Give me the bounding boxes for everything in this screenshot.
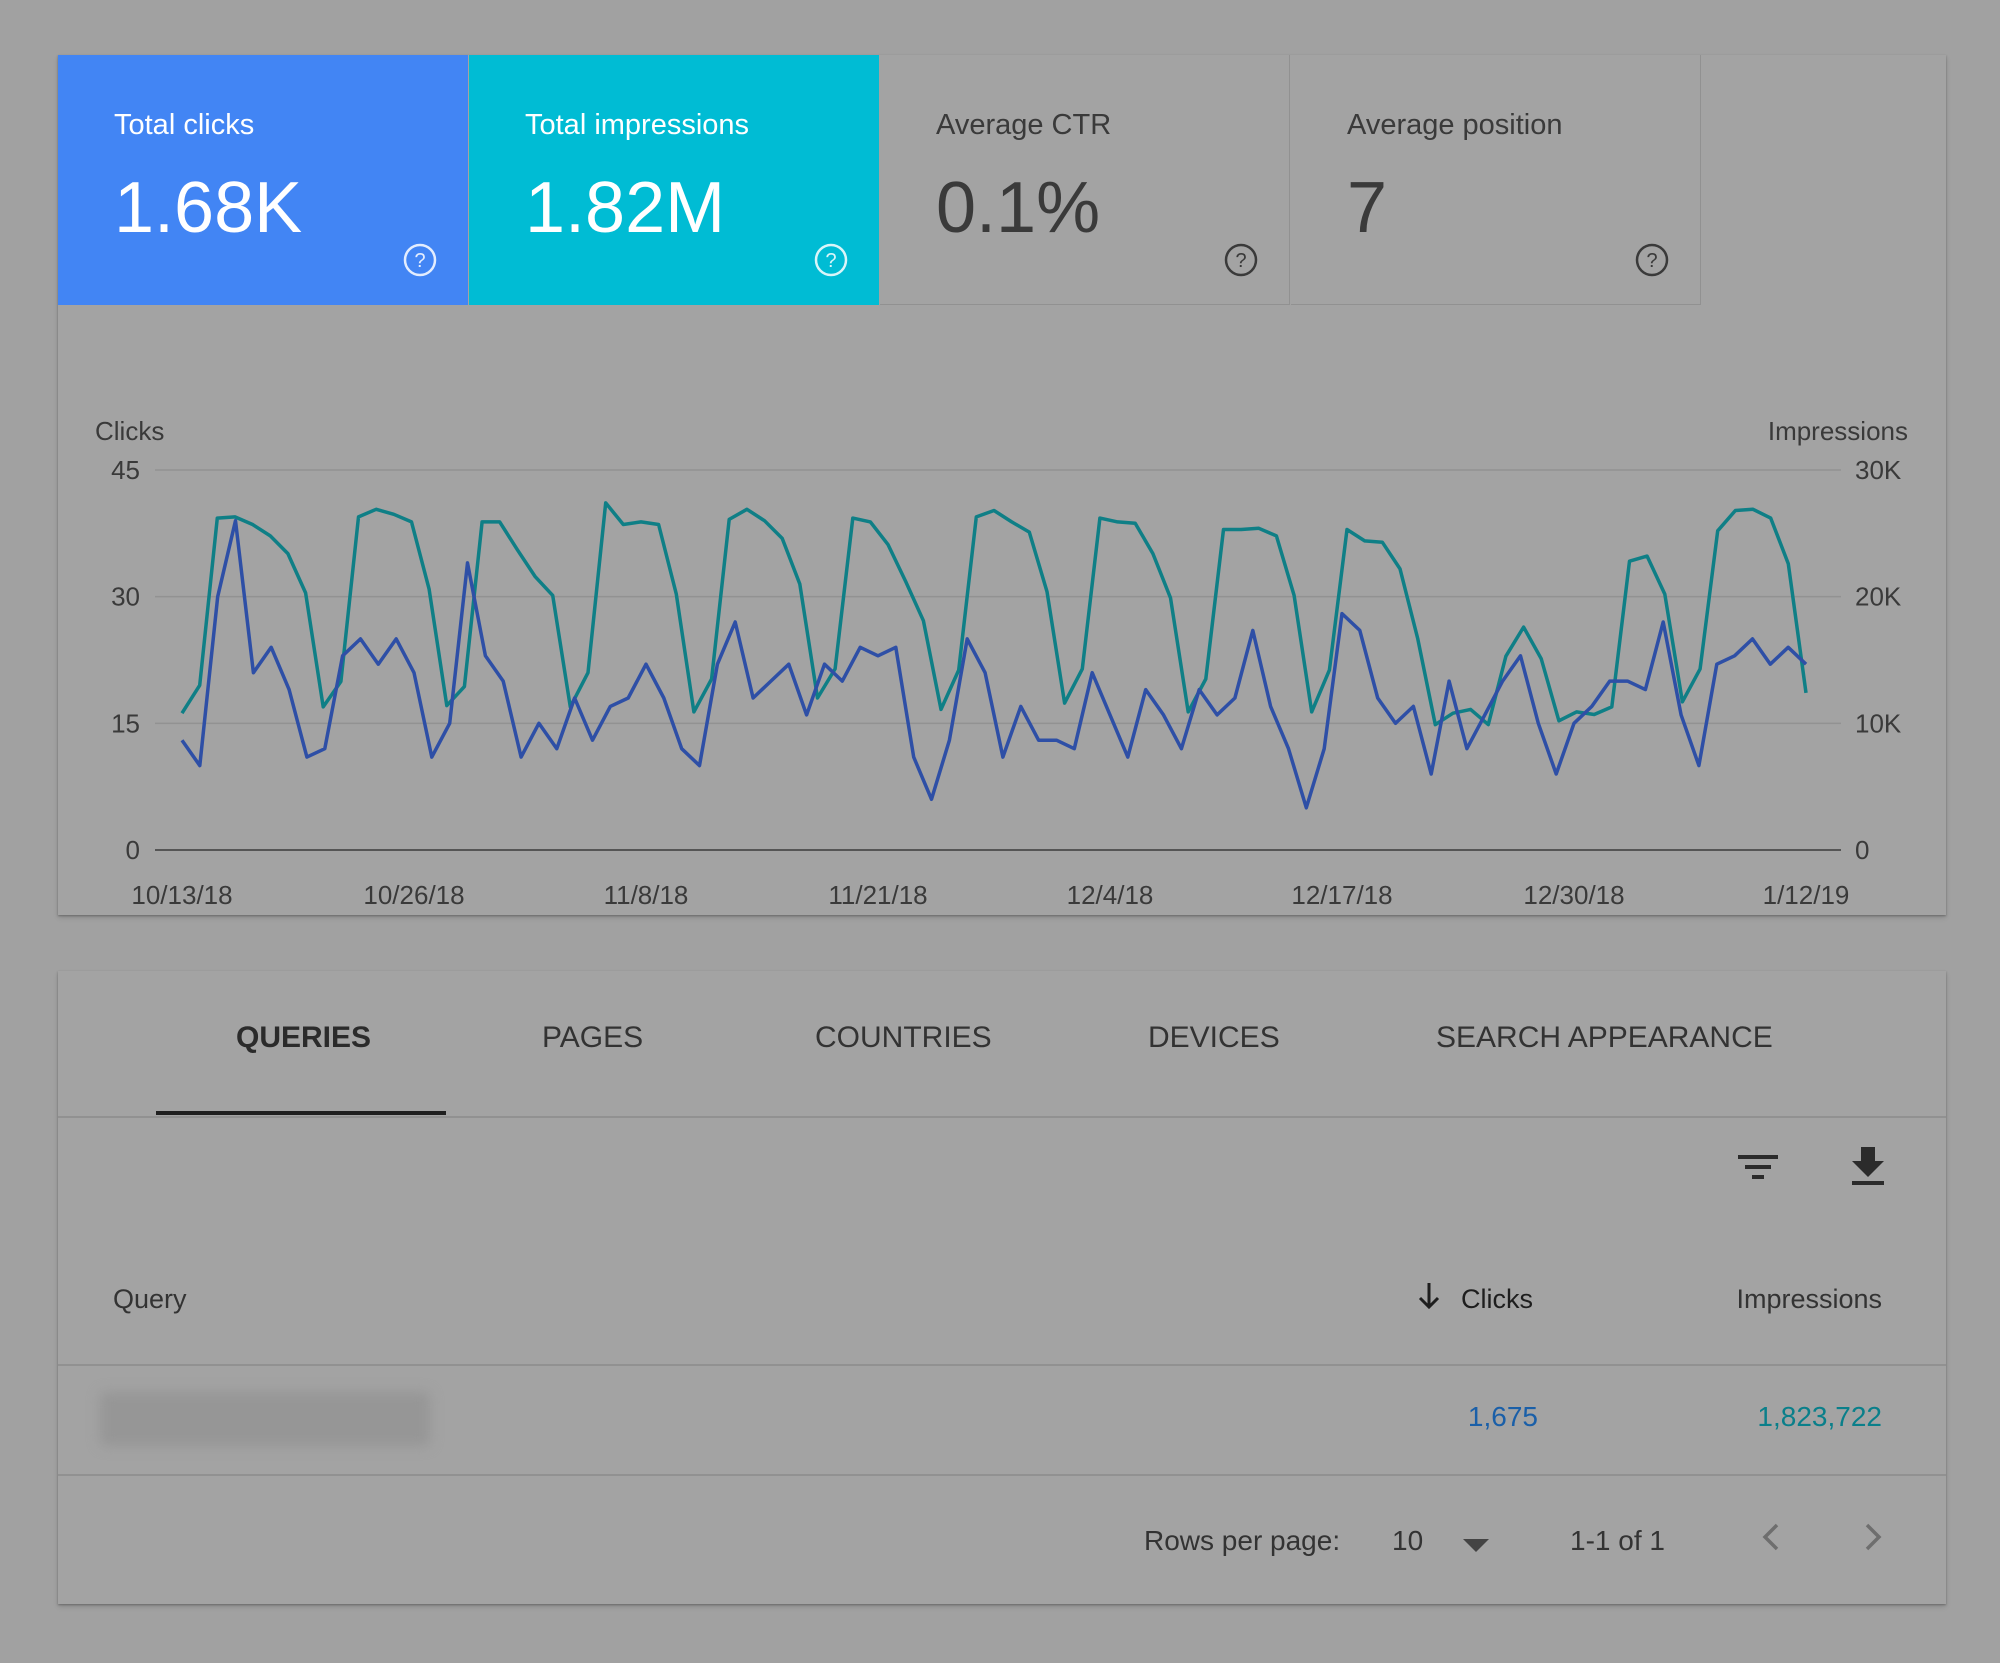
series-line-impressions (180, 501, 1808, 727)
chart-grid (155, 469, 1841, 851)
x-tick-label: 12/17/18 (1291, 880, 1392, 910)
chevron-left-icon[interactable] (1748, 1513, 1796, 1561)
tab-search-appearance[interactable]: SEARCH APPEARANCE (1436, 1021, 1773, 1054)
pagination-range: 1-1 of 1 (1570, 1525, 1665, 1556)
y-tick-label-right: 30K (1855, 455, 1902, 485)
metric-label: Total impressions (525, 109, 750, 141)
x-tick-label: 12/4/18 (1067, 880, 1154, 910)
series-line-clicks (180, 518, 1808, 810)
arrow-down-icon[interactable] (1414, 1279, 1444, 1313)
tabs-divider (58, 1116, 1946, 1118)
metric-value: 1.82M (525, 168, 726, 248)
performance-chart: Clicks Impressions 45 30K 30 20K 15 10K 0 0 10/1… (95, 416, 1908, 910)
row-clicks-value: 1,675 (1467, 1401, 1538, 1432)
y-tick-label-left: 45 (111, 455, 140, 485)
help-icon[interactable]: ? (1634, 242, 1670, 278)
svg-text:?: ? (414, 250, 425, 272)
active-tab-indicator (156, 1111, 446, 1115)
x-tick-label: 11/21/18 (828, 880, 927, 910)
y-axis-label-clicks: Clicks (95, 416, 164, 446)
row-divider (58, 1474, 1946, 1476)
chart-ticks: 45 30K 30 20K 15 10K 0 0 10/13/18 10/26/18 11/8/18… (111, 455, 1902, 910)
metric-label: Average CTR (936, 109, 1112, 141)
svg-text:?: ? (1235, 250, 1246, 272)
metric-card-average-ctr[interactable]: Average CTR 0.1% ? (880, 55, 1290, 305)
metric-value: 7 (1347, 168, 1388, 248)
tab-countries[interactable]: COUNTRIES (815, 1021, 992, 1054)
x-tick-label: 1/12/19 (1763, 880, 1850, 910)
chart-lines (180, 501, 1808, 810)
column-header-impressions[interactable]: Impressions (1736, 1284, 1882, 1314)
y-tick-label-left: 30 (111, 582, 140, 612)
column-header-query[interactable]: Query (113, 1284, 187, 1314)
x-tick-label: 11/8/18 (604, 880, 689, 910)
metric-value: 1.68K (114, 168, 303, 248)
queries-table-card: QUERIES PAGES COUNTRIES DEVICES SEARCH A… (58, 971, 1946, 1604)
x-tick-label: 10/13/18 (131, 880, 232, 910)
y-axis-label-impressions: Impressions (1768, 416, 1908, 446)
download-icon[interactable] (1844, 1143, 1892, 1191)
row-impressions-value: 1,823,722 (1757, 1401, 1882, 1432)
tab-devices[interactable]: DEVICES (1148, 1021, 1280, 1054)
x-tick-label: 10/26/18 (363, 880, 464, 910)
metric-card-total-impressions[interactable]: Total impressions 1.82M ? (469, 55, 879, 305)
help-icon[interactable]: ? (402, 242, 438, 278)
tab-pages[interactable]: PAGES (542, 1021, 644, 1054)
filter-icon[interactable] (1734, 1143, 1782, 1191)
y-tick-label-right: 20K (1855, 582, 1902, 612)
metric-label: Total clicks (114, 109, 255, 141)
help-icon[interactable]: ? (813, 242, 849, 278)
y-tick-label-right: 0 (1855, 835, 1869, 865)
metric-label: Average position (1347, 109, 1563, 141)
rows-per-page-select[interactable]: 10 (1392, 1525, 1424, 1556)
header-divider (58, 1364, 1946, 1366)
y-tick-label-left: 15 (111, 708, 140, 738)
chevron-right-icon[interactable] (1848, 1513, 1896, 1561)
performance-card: Total clicks 1.68K ? Total impressions 1… (58, 55, 1946, 915)
help-icon[interactable]: ? (1223, 242, 1259, 278)
svg-text:?: ? (825, 250, 836, 272)
tab-queries[interactable]: QUERIES (236, 1021, 372, 1054)
dropdown-caret-icon[interactable] (1461, 1537, 1491, 1555)
rows-per-page-label: Rows per page: (1144, 1525, 1341, 1556)
metric-card-total-clicks[interactable]: Total clicks 1.68K ? (58, 55, 468, 305)
x-tick-label: 12/30/18 (1523, 880, 1624, 910)
metric-value: 0.1% (936, 168, 1101, 248)
svg-text:?: ? (1646, 250, 1657, 272)
y-tick-label-left: 0 (126, 835, 140, 865)
metric-card-average-position[interactable]: Average position 7 ? (1291, 55, 1701, 305)
y-tick-label-right: 10K (1855, 708, 1902, 738)
column-header-clicks[interactable]: Clicks (1461, 1284, 1533, 1314)
query-cell-redacted[interactable] (100, 1392, 430, 1446)
